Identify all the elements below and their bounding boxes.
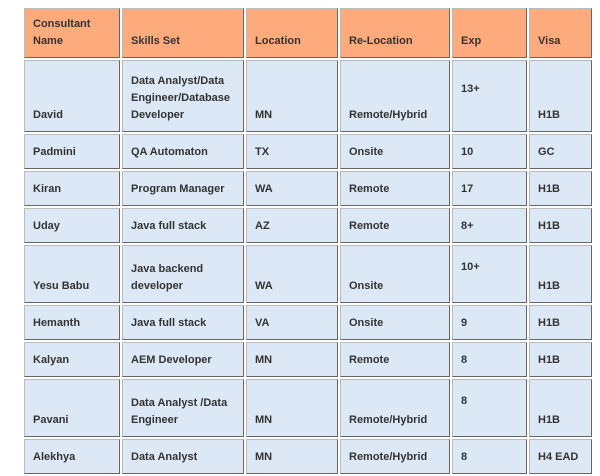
table-row: Hemanth Java full stack VA Onsite 9 H1B xyxy=(24,305,592,340)
cell-visa: H1B xyxy=(529,245,592,303)
cell-skills: Java backend developer xyxy=(122,245,244,303)
cell-name: Padmini xyxy=(24,134,120,169)
cell-relocation: Remote/Hybrid xyxy=(340,60,450,132)
header-location: Location xyxy=(246,8,338,58)
cell-visa: H1B xyxy=(529,60,592,132)
consultants-table: Consultant Name Skills Set Location Re-L… xyxy=(22,6,594,476)
cell-location: WA xyxy=(246,171,338,206)
table-row: Kalyan AEM Developer MN Remote 8 H1B xyxy=(24,342,592,377)
header-skills-set: Skills Set xyxy=(122,8,244,58)
cell-location: WA xyxy=(246,245,338,303)
cell-visa: GC xyxy=(529,134,592,169)
cell-location: AZ xyxy=(246,208,338,243)
cell-skills: Java full stack xyxy=(122,208,244,243)
header-exp: Exp xyxy=(452,8,527,58)
cell-location: VA xyxy=(246,305,338,340)
cell-relocation: Remote/Hybrid xyxy=(340,379,450,437)
table-row: Yesu Babu Java backend developer WA Onsite 1… xyxy=(24,245,592,303)
cell-visa: H1B xyxy=(529,379,592,437)
cell-location: MN xyxy=(246,379,338,437)
cell-exp: 10 xyxy=(452,134,527,169)
cell-skills: Java full stack xyxy=(122,305,244,340)
cell-name: Alekhya xyxy=(24,439,120,474)
cell-name: Pavani xyxy=(24,379,120,437)
cell-visa: H1B xyxy=(529,342,592,377)
cell-skills: Data Analyst/Data Engineer/Database Deve… xyxy=(122,60,244,132)
cell-exp: 10+ xyxy=(452,245,527,303)
table-row: Pavani Data Analyst /Data Engineer MN Remot… xyxy=(24,379,592,437)
cell-visa: H4 EAD xyxy=(529,439,592,474)
cell-visa: H1B xyxy=(529,208,592,243)
table-row: Kiran Program Manager WA Remote 17 H1B xyxy=(24,171,592,206)
cell-exp: 8+ xyxy=(452,208,527,243)
table-row: Alekhya Data Analyst MN Remote/Hybrid 8 H4 EA… xyxy=(24,439,592,474)
header-visa: Visa xyxy=(529,8,592,58)
cell-skills: AEM Developer xyxy=(122,342,244,377)
table-row: Padmini QA Automaton TX Onsite 10 GC xyxy=(24,134,592,169)
cell-name: Kiran xyxy=(24,171,120,206)
header-row: Consultant Name Skills Set Location Re-L… xyxy=(24,8,592,58)
cell-name: Yesu Babu xyxy=(24,245,120,303)
cell-skills: Data Analyst /Data Engineer xyxy=(122,379,244,437)
cell-visa: H1B xyxy=(529,305,592,340)
cell-exp: 13+ xyxy=(452,60,527,132)
cell-skills: Data Analyst xyxy=(122,439,244,474)
cell-exp: 9 xyxy=(452,305,527,340)
cell-relocation: Remote xyxy=(340,342,450,377)
cell-location: TX xyxy=(246,134,338,169)
cell-skills: Program Manager xyxy=(122,171,244,206)
cell-exp: 8 xyxy=(452,342,527,377)
header-consultant-name: Consultant Name xyxy=(24,8,120,58)
cell-skills: QA Automaton xyxy=(122,134,244,169)
cell-name: David xyxy=(24,60,120,132)
cell-name: Uday xyxy=(24,208,120,243)
cell-relocation: Onsite xyxy=(340,245,450,303)
cell-relocation: Remote xyxy=(340,171,450,206)
cell-location: MN xyxy=(246,439,338,474)
cell-exp: 8 xyxy=(452,439,527,474)
cell-location: MN xyxy=(246,60,338,132)
header-relocation: Re-Location xyxy=(340,8,450,58)
cell-relocation: Remote/Hybrid xyxy=(340,439,450,474)
cell-exp: 17 xyxy=(452,171,527,206)
cell-location: MN xyxy=(246,342,338,377)
table-row: Uday Java full stack AZ Remote 8+ H1B xyxy=(24,208,592,243)
cell-visa: H1B xyxy=(529,171,592,206)
cell-name: Kalyan xyxy=(24,342,120,377)
cell-name: Hemanth xyxy=(24,305,120,340)
table-row: David Data Analyst/Data Engineer/Database… xyxy=(24,60,592,132)
cell-exp: 8 xyxy=(452,379,527,437)
cell-relocation: Onsite xyxy=(340,134,450,169)
cell-relocation: Remote xyxy=(340,208,450,243)
cell-relocation: Onsite xyxy=(340,305,450,340)
